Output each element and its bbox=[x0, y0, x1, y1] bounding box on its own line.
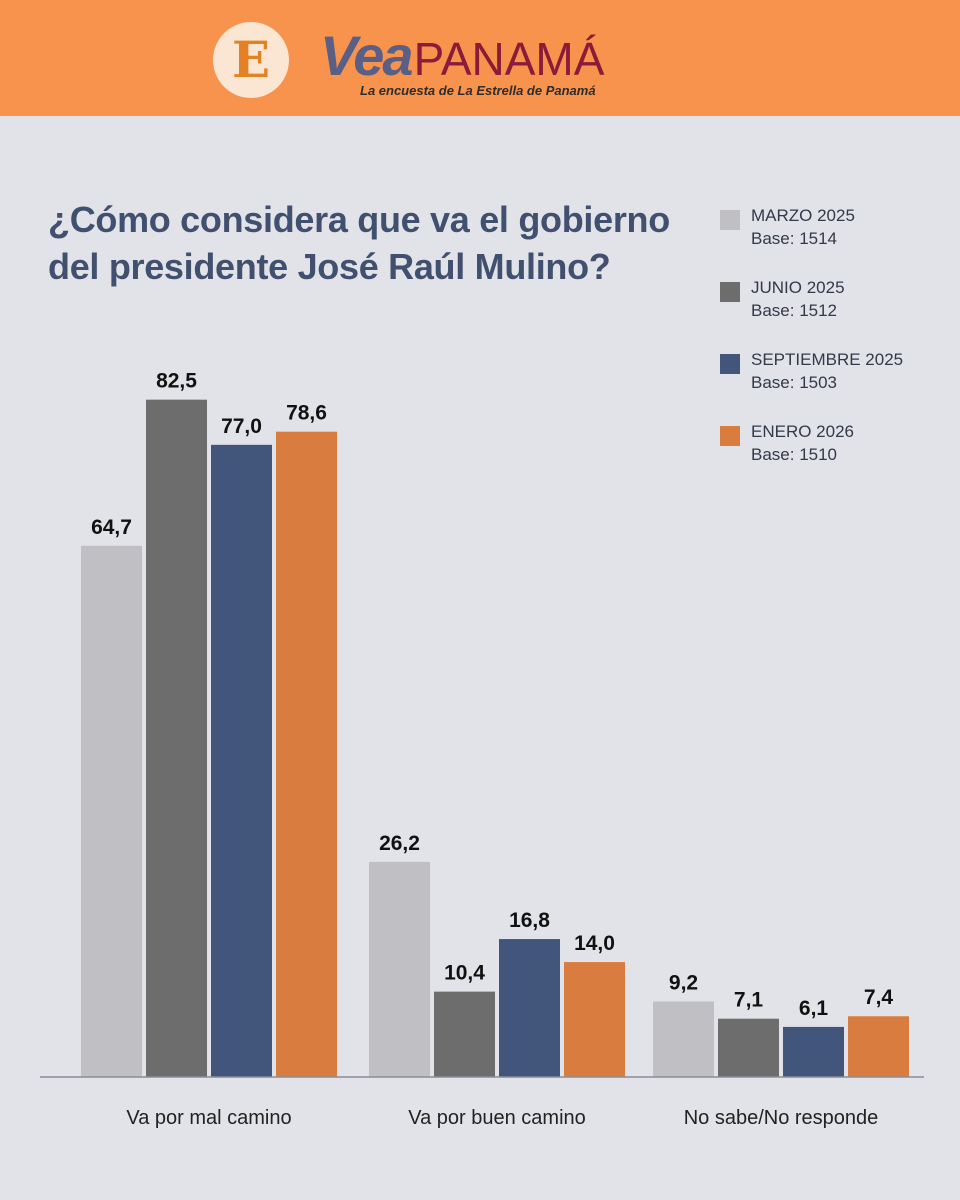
category-label-mal-camino: Va por mal camino bbox=[126, 1107, 291, 1129]
category-label-buen-camino: Va por buen camino bbox=[408, 1107, 586, 1129]
category-label-no-sabe: No sabe/No responde bbox=[684, 1107, 879, 1129]
data-label: 26,2 bbox=[379, 832, 420, 855]
legend-base: Base: 1510 bbox=[751, 445, 838, 464]
data-label: 6,1 bbox=[799, 997, 829, 1020]
brand-logo: Vea PANAMÁ bbox=[320, 28, 604, 88]
data-label: 7,4 bbox=[864, 986, 894, 1009]
chart-title: ¿Cómo considera que va el gobierno del p… bbox=[48, 199, 670, 287]
data-label: 78,6 bbox=[286, 402, 327, 425]
data-label: 14,0 bbox=[574, 932, 615, 955]
bar-no-sabe-septiembre-2025 bbox=[783, 1026, 844, 1077]
bar-buen-camino-marzo-2025 bbox=[369, 861, 430, 1077]
legend-base: Base: 1514 bbox=[751, 229, 838, 248]
legend-swatch bbox=[720, 210, 740, 230]
bar-no-sabe-marzo-2025 bbox=[653, 1001, 714, 1077]
legend-label: ENERO 2026 bbox=[751, 422, 854, 441]
estrella-logo: E bbox=[213, 22, 289, 98]
legend-label: MARZO 2025 bbox=[751, 206, 855, 225]
tagline: La encuesta de La Estrella de Panamá bbox=[360, 83, 596, 98]
data-label: 82,5 bbox=[156, 370, 197, 393]
header-banner: E Vea PANAMÁ La encuesta de La Estrella … bbox=[0, 0, 960, 116]
bar-no-sabe-enero-2026 bbox=[848, 1016, 909, 1077]
bar-mal-camino-enero-2026 bbox=[276, 431, 337, 1078]
data-label: 9,2 bbox=[669, 971, 698, 994]
bar-buen-camino-junio-2025 bbox=[434, 991, 495, 1077]
bar-buen-camino-enero-2026 bbox=[564, 962, 625, 1077]
legend-swatch bbox=[720, 282, 740, 302]
bar-no-sabe-junio-2025 bbox=[718, 1018, 779, 1077]
legend-swatch bbox=[720, 426, 740, 446]
brand-vea: Vea bbox=[320, 24, 414, 87]
data-label: 10,4 bbox=[444, 962, 485, 985]
data-label: 16,8 bbox=[509, 909, 550, 932]
brand-panama: PANAMÁ bbox=[413, 33, 605, 85]
bar-mal-camino-marzo-2025 bbox=[81, 545, 142, 1077]
legend-label: SEPTIEMBRE 2025 bbox=[751, 350, 904, 369]
legend-base: Base: 1503 bbox=[751, 373, 838, 392]
data-label: 7,1 bbox=[734, 989, 764, 1012]
legend-base: Base: 1512 bbox=[751, 301, 838, 320]
bar-buen-camino-septiembre-2025 bbox=[499, 939, 560, 1077]
logo-letter: E bbox=[231, 30, 271, 89]
legend-swatch bbox=[720, 354, 740, 374]
bar-mal-camino-septiembre-2025 bbox=[211, 444, 272, 1078]
bar-mal-camino-junio-2025 bbox=[146, 399, 207, 1077]
data-label: 77,0 bbox=[221, 415, 262, 438]
data-label: 64,7 bbox=[91, 516, 132, 539]
legend-label: JUNIO 2025 bbox=[751, 278, 845, 297]
